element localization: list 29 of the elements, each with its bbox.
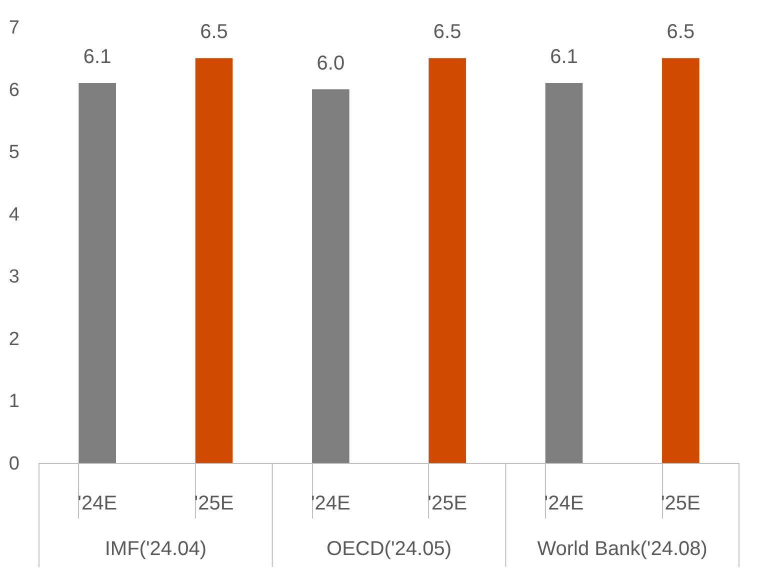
y-tick-label: 6 xyxy=(8,80,20,101)
text: OECD('24.05) xyxy=(326,538,452,560)
y-tick-label: 1 xyxy=(8,391,20,412)
bar xyxy=(662,58,700,463)
bar xyxy=(195,58,233,463)
data-label: 6.1 xyxy=(83,46,112,68)
bar xyxy=(428,58,466,463)
bar xyxy=(545,83,583,463)
x-tick-label: '25E xyxy=(660,492,700,514)
bar xyxy=(312,89,350,463)
y-tick-label: 4 xyxy=(8,204,20,226)
x-tick-label: '24E xyxy=(544,492,584,514)
data-label: 6.5 xyxy=(433,21,462,44)
data-label: 6.1 xyxy=(550,46,578,68)
data-label: 6.5 xyxy=(200,21,228,44)
y-tick-label: 0 xyxy=(8,454,20,474)
x-tick-label: '25E xyxy=(194,492,234,514)
x-tick-label: '24E xyxy=(310,492,350,514)
x-tick-label: '24E xyxy=(78,492,118,514)
text: World Bank('24.08) xyxy=(537,538,708,560)
bar xyxy=(78,83,116,463)
y-tick-label: 2 xyxy=(8,328,20,350)
data-label: 6.0 xyxy=(316,52,345,74)
y-tick-label: 5 xyxy=(8,142,20,164)
y-tick-label: 7 xyxy=(8,18,20,38)
text: IMF('24.04) xyxy=(104,538,206,560)
x-tick-label: '25E xyxy=(428,492,468,514)
data-label: 6.5 xyxy=(666,21,695,44)
y-tick-label: 3 xyxy=(8,266,20,288)
